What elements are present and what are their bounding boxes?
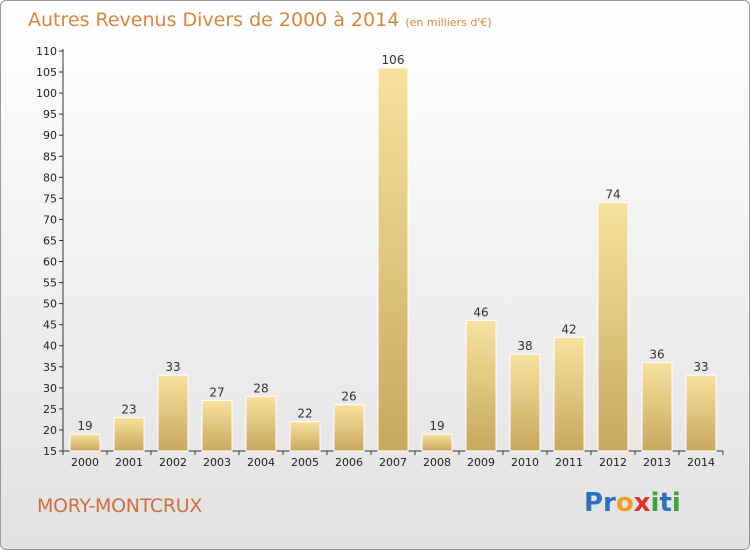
bar — [465, 319, 497, 452]
y-tick-label: 35 — [43, 361, 57, 374]
x-tick-label: 2005 — [291, 456, 319, 469]
logo-letter: o — [615, 488, 634, 518]
logo-letter: i — [650, 488, 660, 518]
x-tick-label: 2003 — [203, 456, 231, 469]
y-tick-label: 85 — [43, 150, 57, 163]
title-row: Autres Revenus Divers de 2000 à 2014 (en … — [28, 9, 492, 31]
logo-letter: i — [671, 488, 681, 518]
x-axis: 2000 2001 2002 2003 2004 2005 2006 2007 2008 2009… — [62, 450, 724, 469]
y-tick-label: 40 — [43, 340, 57, 353]
bar-value-label: 28 — [253, 381, 268, 395]
y-tick-label: 75 — [43, 192, 57, 205]
bar — [289, 421, 321, 452]
x-tick-label: 2013 — [643, 456, 671, 469]
bar — [509, 353, 541, 452]
y-tick-label: 80 — [43, 171, 57, 184]
y-tick-label: 105 — [36, 66, 57, 79]
bar — [377, 67, 409, 452]
bar — [157, 374, 189, 452]
x-tick-label: 2010 — [511, 456, 539, 469]
bar — [69, 433, 101, 452]
y-axis: 15 20 25 30 35 40 45 50 55 60 65 70 75 80 85 90 95 100 105… — [36, 45, 64, 458]
bar-value-label: 106 — [382, 53, 405, 67]
bar-value-label: 26 — [341, 390, 356, 404]
bar-value-label: 19 — [429, 419, 444, 433]
bar-value-label: 22 — [297, 407, 312, 421]
x-tick-label: 2007 — [379, 456, 407, 469]
y-tick-label: 50 — [43, 298, 57, 311]
x-tick-label: 2001 — [115, 456, 143, 469]
logo-letter: t — [659, 488, 672, 518]
y-tick-label: 70 — [43, 213, 57, 226]
bar-value-label: 27 — [209, 385, 224, 399]
bar-value-label: 42 — [561, 322, 576, 336]
x-tick-label: 2000 — [71, 456, 99, 469]
bar — [421, 433, 453, 452]
bar-value-label: 19 — [77, 419, 92, 433]
y-tick-label: 25 — [43, 403, 57, 416]
bar-value-label: 23 — [121, 402, 136, 416]
y-tick-label: 15 — [43, 445, 57, 458]
y-tick-label: 55 — [43, 277, 57, 290]
y-tick-label: 90 — [43, 129, 57, 142]
y-tick-label: 45 — [43, 319, 57, 332]
bar-value-label: 46 — [473, 305, 488, 319]
y-tick-label: 110 — [36, 45, 57, 58]
x-tick-label: 2011 — [555, 456, 583, 469]
bar-value-label: 36 — [649, 348, 664, 362]
bar-value-label: 38 — [517, 339, 532, 353]
place-name: MORY-MONTCRUX — [37, 495, 203, 517]
bar — [333, 404, 365, 452]
y-tick-label: 65 — [43, 234, 57, 247]
bar — [201, 399, 233, 452]
x-tick-label: 2006 — [335, 456, 363, 469]
y-tick-label: 60 — [43, 256, 57, 269]
bar-value-label: 33 — [693, 360, 708, 374]
y-tick-label: 100 — [36, 87, 57, 100]
x-tick-label: 2008 — [423, 456, 451, 469]
logo-letter: Pr — [584, 488, 616, 518]
logo-letter: x — [633, 488, 651, 518]
bars: 19 23 33 27 28 22 26 106 19 46 38 42 74 36 33 — [69, 53, 717, 452]
bar — [113, 416, 145, 452]
y-tick-label: 20 — [43, 424, 57, 437]
chart-unit-note: (en milliers d'€) — [405, 16, 492, 29]
bar — [245, 395, 277, 452]
x-tick-label: 2014 — [687, 456, 715, 469]
bar — [597, 202, 629, 452]
proxiti-logo: Proxiti — [584, 488, 681, 518]
x-tick-label: 2009 — [467, 456, 495, 469]
bar-value-label: 74 — [605, 188, 620, 202]
y-tick-label: 30 — [43, 382, 57, 395]
y-tick-label: 95 — [43, 108, 57, 121]
x-tick-label: 2004 — [247, 456, 275, 469]
bar — [685, 374, 717, 452]
x-tick-label: 2002 — [159, 456, 187, 469]
x-tick-label: 2012 — [599, 456, 627, 469]
bar — [553, 336, 585, 452]
bar-value-label: 33 — [165, 360, 180, 374]
bar — [641, 362, 673, 452]
chart-title: Autres Revenus Divers de 2000 à 2014 — [28, 9, 400, 31]
